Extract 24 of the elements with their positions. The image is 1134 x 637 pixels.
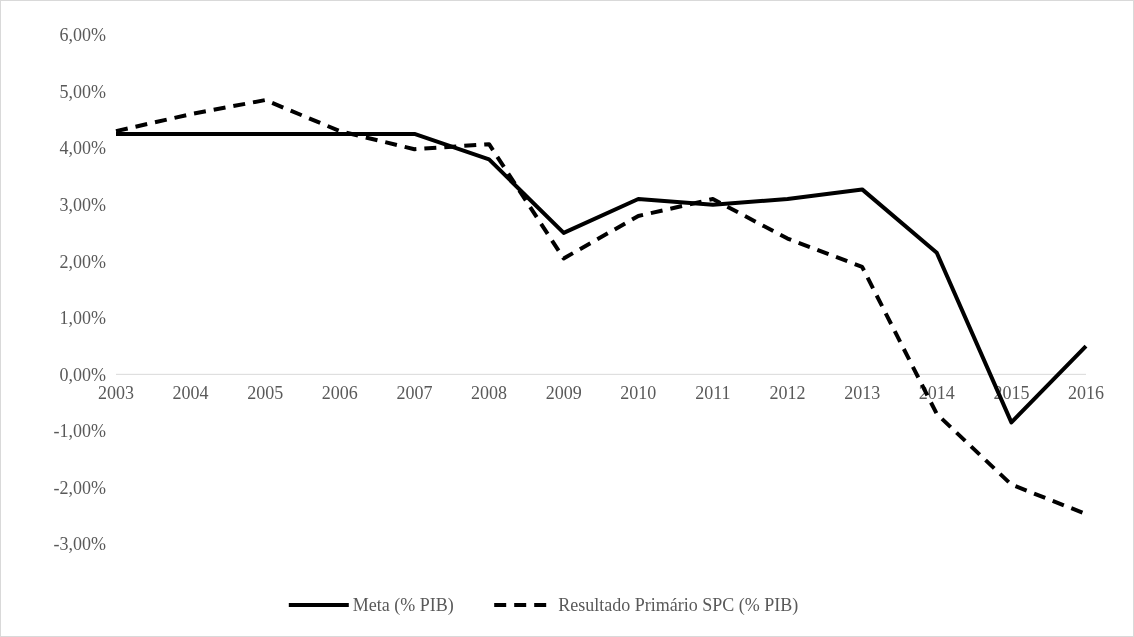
y-tick-label: 2,00% <box>59 251 106 272</box>
x-tick-label: 2008 <box>471 382 508 403</box>
x-tick-label: 2013 <box>844 382 881 403</box>
y-tick-label: -3,00% <box>53 534 106 555</box>
y-tick-label: 4,00% <box>59 138 106 159</box>
x-tick-label: 2007 <box>396 382 433 403</box>
x-tick-label: 2011 <box>695 382 731 403</box>
x-tick-label: 2005 <box>247 382 284 403</box>
y-tick-label: -1,00% <box>53 421 106 442</box>
y-tick-label: 1,00% <box>59 308 106 329</box>
x-tick-label: 2012 <box>769 382 806 403</box>
x-tick-label: 2010 <box>620 382 657 403</box>
legend-label: Meta (% PIB) <box>352 595 454 617</box>
x-tick-label: 2004 <box>172 382 209 403</box>
y-tick-label: 3,00% <box>59 194 106 215</box>
y-tick-label: 5,00% <box>59 81 106 102</box>
x-tick-label: 2006 <box>321 382 358 403</box>
x-tick-label: 2009 <box>545 382 582 403</box>
legend-label: Resultado Primário SPC (% PIB) <box>558 595 799 617</box>
y-tick-label: 0,00% <box>59 364 106 385</box>
y-tick-label: -2,00% <box>53 477 106 498</box>
x-tick-label: 2016 <box>1068 382 1104 403</box>
y-tick-label: 6,00% <box>59 25 106 46</box>
x-tick-label: 2003 <box>98 382 134 403</box>
